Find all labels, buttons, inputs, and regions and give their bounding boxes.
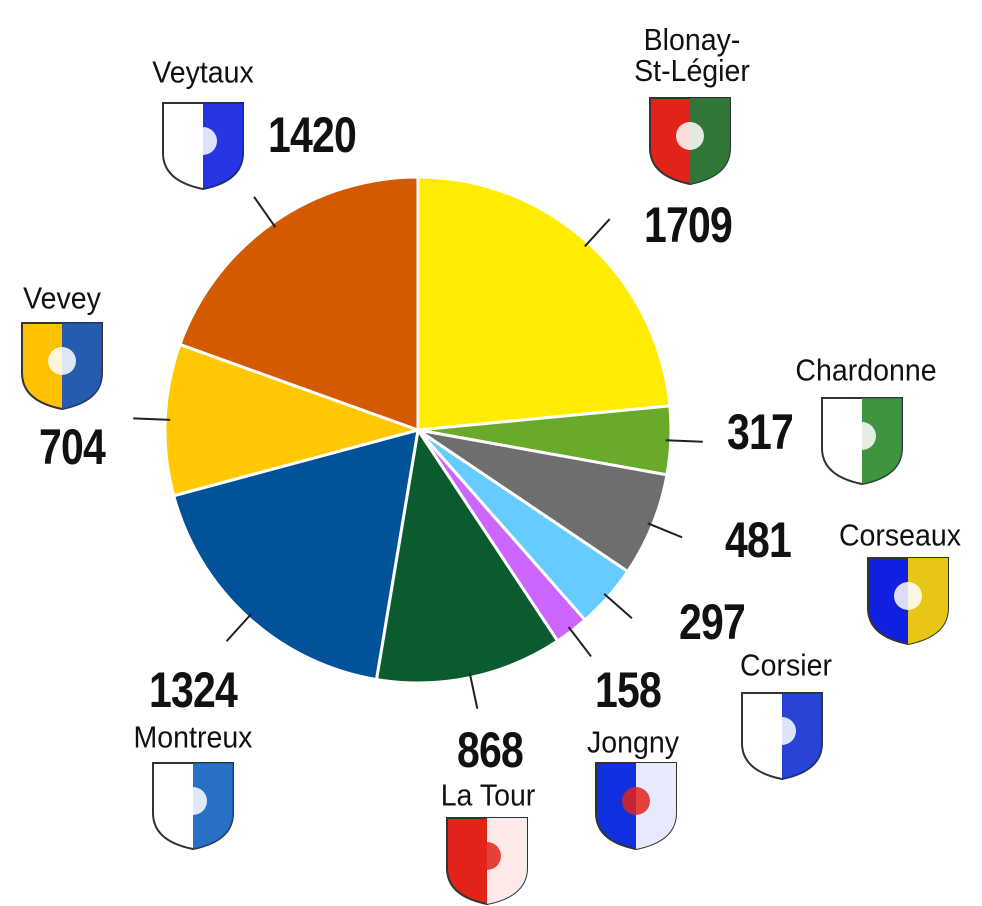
leader-line xyxy=(603,593,633,620)
shield-emblem xyxy=(48,347,76,375)
leader-line xyxy=(133,417,171,421)
shield-emblem xyxy=(179,787,207,815)
shield-charge xyxy=(782,693,822,779)
leader-line xyxy=(225,613,253,642)
value-label: 704 xyxy=(39,419,106,475)
value-label: 868 xyxy=(457,722,524,778)
slice-name: Jongny xyxy=(587,724,679,760)
shield-emblem xyxy=(473,842,501,870)
shield-emblem xyxy=(189,127,217,155)
slice-name: Corsier xyxy=(740,647,832,683)
coat-of-arms xyxy=(741,692,823,781)
coat-of-arms xyxy=(21,322,103,411)
shield-charge xyxy=(862,398,902,484)
slice-name: Vevey xyxy=(23,280,101,316)
shield-charge xyxy=(487,818,527,904)
shield-emblem xyxy=(622,787,650,815)
leader-line xyxy=(665,439,703,443)
shield-charge xyxy=(690,98,730,184)
coat-of-arms xyxy=(446,817,528,906)
slice-name: Montreux xyxy=(133,719,253,755)
coat-of-arms xyxy=(595,762,677,851)
coat-of-arms xyxy=(162,102,244,191)
slice-name: Veytaux xyxy=(152,54,254,90)
value-label: 1709 xyxy=(644,197,733,253)
coat-of-arms xyxy=(867,557,949,646)
leader-line xyxy=(584,218,611,248)
shield-charge xyxy=(908,558,948,644)
value-label: 481 xyxy=(725,512,792,568)
coat-of-arms xyxy=(649,97,731,186)
leader-line xyxy=(253,196,277,228)
shield-charge xyxy=(636,763,676,849)
leader-line xyxy=(647,522,683,539)
shield-charge xyxy=(193,763,233,849)
shield-emblem xyxy=(768,717,796,745)
value-label: 297 xyxy=(679,594,746,650)
slice-name: Blonay- St-Légier xyxy=(634,22,750,88)
slice-name: La Tour xyxy=(440,777,536,813)
shield-charge xyxy=(203,103,243,189)
shield-charge xyxy=(62,323,102,409)
value-label: 1420 xyxy=(268,107,357,163)
pie-slice xyxy=(416,175,672,432)
leader-line xyxy=(567,626,592,658)
value-label: 1324 xyxy=(149,662,238,718)
shield-emblem xyxy=(894,582,922,610)
value-label: 158 xyxy=(595,662,662,718)
value-label: 317 xyxy=(727,404,794,460)
slice-name: Chardonne xyxy=(795,352,937,388)
slice-name: Corseaux xyxy=(838,517,962,553)
shield-emblem xyxy=(848,422,876,450)
shield-emblem xyxy=(676,122,704,150)
leader-line xyxy=(468,672,479,709)
coat-of-arms xyxy=(152,762,234,851)
coat-of-arms xyxy=(821,397,903,486)
